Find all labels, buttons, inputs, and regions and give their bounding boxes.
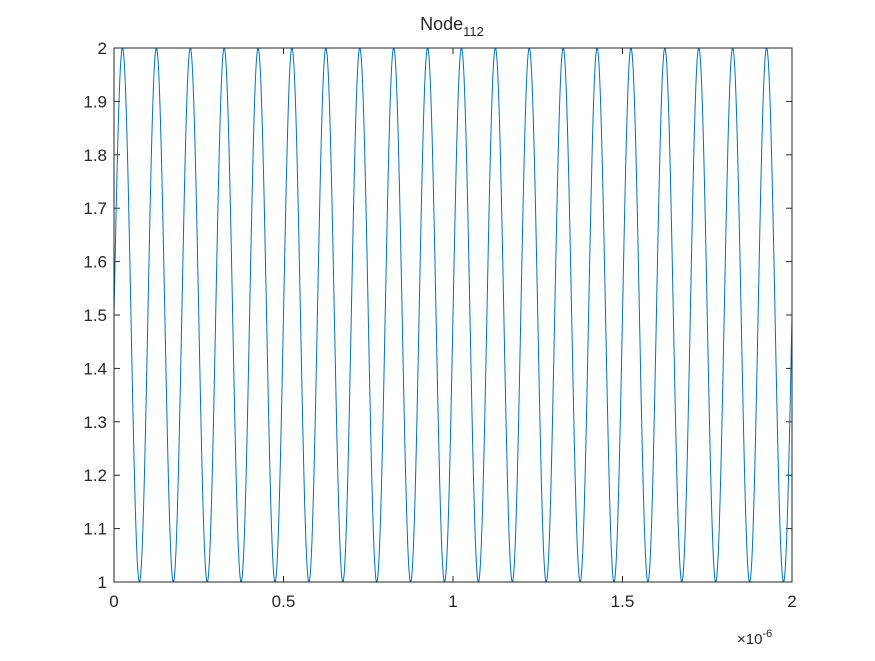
series-line (113, 47, 793, 583)
chart-title-subscript: 112 (463, 24, 484, 39)
x-tick-label: 1 (448, 592, 457, 611)
y-tick-label: 1.1 (83, 520, 107, 539)
y-tick-label: 1.2 (83, 466, 107, 485)
chart-title: Node112 (420, 14, 484, 39)
x-axis-exponent: ×10-6 (737, 628, 772, 648)
y-tick-label: 1.3 (83, 413, 107, 432)
y-tick-label: 1.8 (83, 146, 107, 165)
y-tick-label: 1.9 (83, 92, 107, 111)
x-axis-exponent-power: -6 (762, 628, 772, 640)
y-tick-label: 1.7 (83, 199, 107, 218)
y-tick-label: 1 (98, 573, 107, 592)
chart-title-main: Node (420, 14, 463, 34)
y-tick-label: 1.4 (83, 359, 107, 378)
x-tick-label: 2 (787, 592, 796, 611)
x-tick-label: 0.5 (272, 592, 296, 611)
x-tick-label: 0 (109, 592, 118, 611)
axes-box (113, 47, 793, 583)
x-tick-label: 1.5 (611, 592, 635, 611)
y-tick-label: 2 (98, 39, 107, 58)
x-axis-exponent-base: ×10 (737, 631, 762, 648)
y-tick-label: 1.5 (83, 306, 107, 325)
y-tick-label: 1.6 (83, 253, 107, 272)
labels-layer: 0 0.5 1 1.5 2 1 1.1 1.2 1.3 1.4 1.5 1.6 1.7 1.8 1.9 2 (83, 39, 796, 611)
series-layer (113, 47, 793, 583)
